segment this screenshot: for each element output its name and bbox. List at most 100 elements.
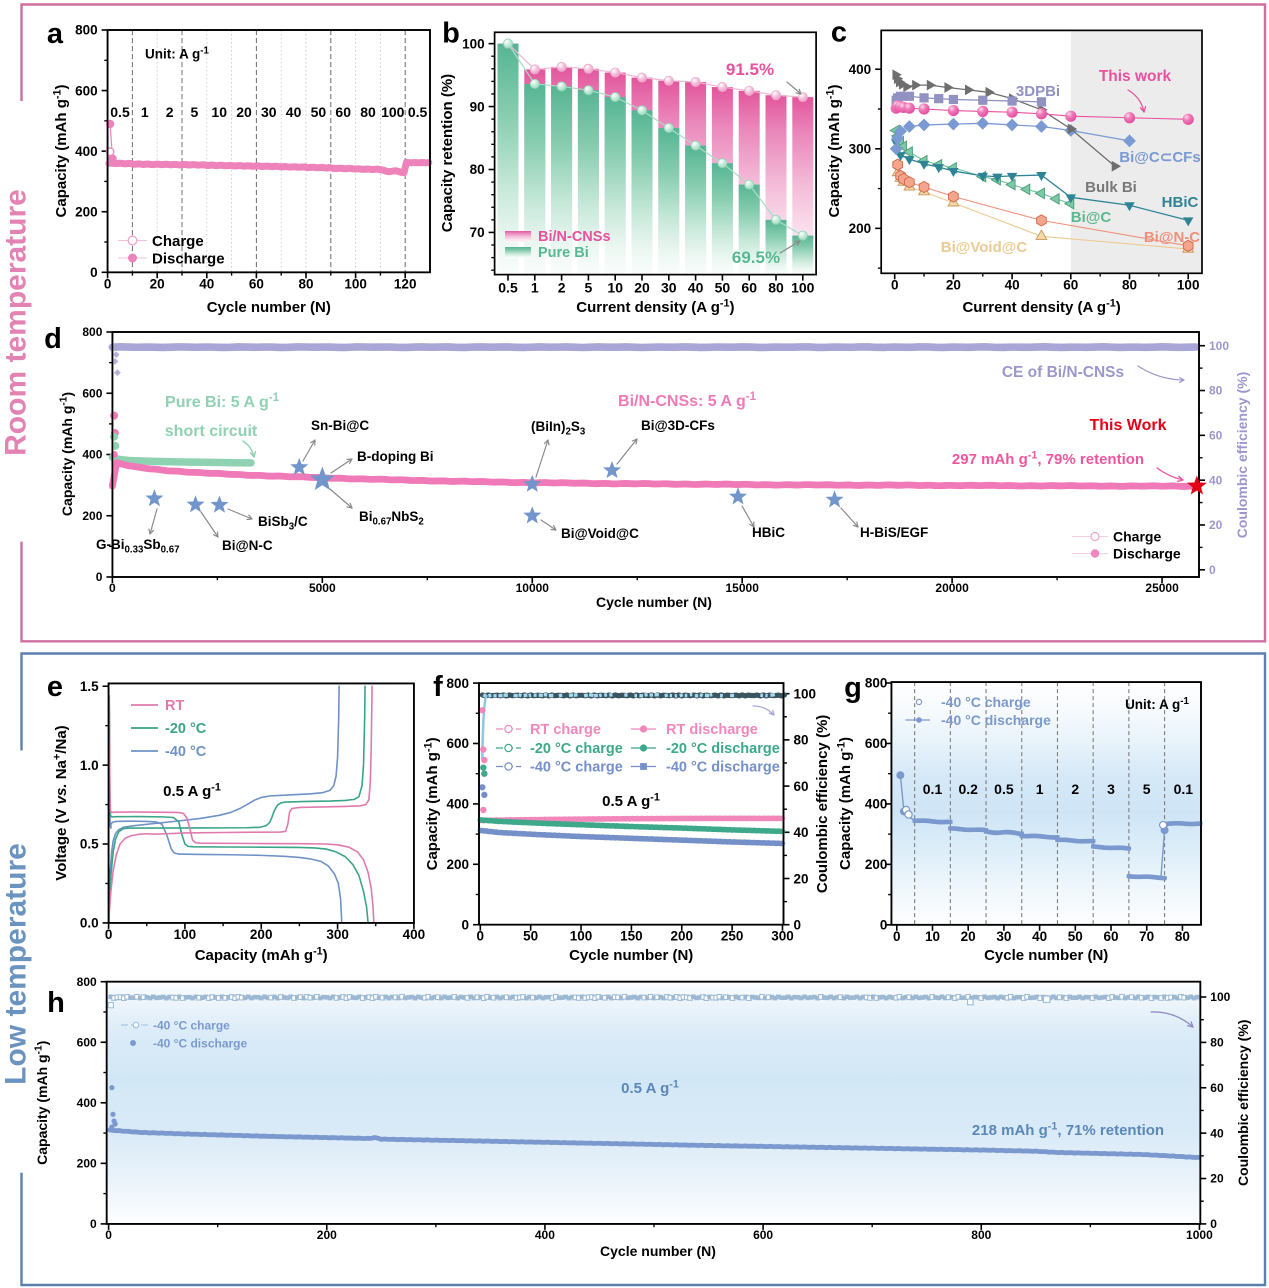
svg-text:50: 50 (1068, 929, 1083, 944)
svg-text:0.5: 0.5 (994, 781, 1014, 797)
svg-text:100: 100 (570, 929, 593, 944)
svg-text:5: 5 (1143, 781, 1151, 797)
svg-text:30: 30 (996, 929, 1011, 944)
svg-text:120: 120 (394, 276, 417, 291)
svg-text:H-BiS/EGF: H-BiS/EGF (860, 525, 928, 540)
svg-text:Bi0.67NbS2: Bi0.67NbS2 (359, 509, 424, 528)
svg-text:200: 200 (849, 221, 872, 236)
svg-text:Bi@C: Bi@C (1071, 209, 1112, 226)
svg-text:2: 2 (166, 104, 174, 120)
svg-text:Current density (A g-1): Current density (A g-1) (576, 297, 734, 316)
svg-text:600: 600 (82, 386, 102, 400)
svg-text:30: 30 (261, 104, 277, 120)
svg-text:Capacity (mAh g-1): Capacity (mAh g-1) (51, 85, 70, 218)
svg-text:0.2: 0.2 (958, 781, 978, 797)
svg-text:Bi@3D-CFs: Bi@3D-CFs (641, 418, 715, 433)
svg-text:50: 50 (523, 929, 538, 944)
svg-text:10: 10 (925, 929, 940, 944)
svg-text:Cycle number (N): Cycle number (N) (207, 299, 331, 316)
svg-text:Unit: A g-1: Unit: A g-1 (1125, 696, 1189, 712)
svg-text:80: 80 (360, 104, 376, 120)
svg-text:200: 200 (250, 927, 273, 942)
svg-text:90: 90 (470, 99, 485, 114)
svg-text:150: 150 (620, 929, 643, 944)
svg-text:Bi@C⊂CFs: Bi@C⊂CFs (1119, 149, 1200, 166)
svg-text:10000: 10000 (516, 581, 550, 595)
svg-text:218 mAh g-1, 71% retention: 218 mAh g-1, 71% retention (972, 1120, 1164, 1139)
svg-text:BiSb3/C: BiSb3/C (258, 514, 308, 533)
svg-text:800: 800 (446, 676, 469, 691)
svg-text:0: 0 (1210, 1217, 1217, 1231)
svg-text:1.5: 1.5 (80, 679, 99, 694)
svg-text:Bi@Void@C: Bi@Void@C (941, 239, 1028, 256)
svg-text:20: 20 (794, 871, 809, 886)
svg-text:Capacity (mAh g-1): Capacity (mAh g-1) (59, 392, 75, 516)
svg-text:200: 200 (77, 1157, 97, 1171)
svg-text:Voltage (V vs. Na+/Na): Voltage (V vs. Na+/Na) (51, 725, 70, 880)
svg-text:40: 40 (794, 825, 809, 840)
svg-text:0: 0 (1209, 563, 1216, 577)
svg-text:This Work: This Work (1089, 417, 1166, 434)
svg-text:Cycle number (N): Cycle number (N) (596, 594, 712, 610)
svg-text:0.1: 0.1 (1174, 781, 1194, 797)
svg-text:600: 600 (75, 83, 98, 98)
svg-text:20000: 20000 (935, 581, 969, 595)
svg-text:0.5 A g-1: 0.5 A g-1 (621, 1078, 679, 1097)
svg-text:Coulombic efficiency (%): Coulombic efficiency (%) (1234, 372, 1250, 538)
svg-text:Current density (A g-1): Current density (A g-1) (962, 297, 1120, 316)
svg-text:200: 200 (671, 929, 694, 944)
svg-text:-40 °C: -40 °C (165, 744, 207, 760)
svg-text:0.5: 0.5 (408, 104, 428, 120)
svg-text:0: 0 (893, 929, 901, 944)
svg-text:Capacity (mAh g-1): Capacity (mAh g-1) (835, 737, 854, 870)
svg-text:0.5 A g-1: 0.5 A g-1 (163, 781, 221, 800)
svg-text:0: 0 (880, 918, 888, 933)
svg-text:60: 60 (249, 276, 264, 291)
svg-text:60: 60 (1063, 277, 1078, 292)
svg-text:800: 800 (865, 676, 888, 691)
svg-text:b: b (442, 18, 460, 50)
svg-text:400: 400 (446, 797, 469, 812)
svg-text:15000: 15000 (726, 581, 760, 595)
svg-text:-20 °C discharge: -20 °C discharge (666, 741, 780, 757)
svg-text:Pure Bi: 5 A g-1: Pure Bi: 5 A g-1 (165, 392, 280, 411)
svg-text:20: 20 (1210, 1172, 1224, 1186)
svg-text:0: 0 (109, 581, 116, 595)
svg-text:Room temperature: Room temperature (0, 189, 33, 456)
svg-text:This work: This work (1099, 68, 1172, 85)
svg-text:f: f (433, 671, 443, 703)
svg-text:50: 50 (311, 104, 327, 120)
svg-text:100: 100 (1210, 990, 1230, 1004)
svg-text:40: 40 (286, 104, 302, 120)
svg-text:400: 400 (849, 62, 872, 77)
svg-text:50: 50 (715, 280, 731, 296)
svg-text:0: 0 (90, 1217, 97, 1231)
svg-text:20: 20 (1209, 518, 1223, 532)
svg-text:800: 800 (82, 325, 102, 339)
svg-text:40: 40 (199, 276, 214, 291)
svg-text:5000: 5000 (309, 581, 336, 595)
svg-text:Bi/N-CNSs: Bi/N-CNSs (538, 229, 611, 245)
svg-text:Charge: Charge (152, 233, 204, 250)
svg-text:0: 0 (105, 1228, 112, 1242)
svg-text:300: 300 (326, 927, 349, 942)
svg-text:-40 °C discharge: -40 °C discharge (666, 760, 780, 776)
svg-text:Cycle number (N): Cycle number (N) (600, 1243, 716, 1259)
svg-text:0: 0 (104, 276, 112, 291)
svg-text:20: 20 (634, 280, 650, 296)
svg-text:5: 5 (191, 104, 199, 120)
svg-text:400: 400 (535, 1228, 555, 1242)
svg-text:0.0: 0.0 (80, 916, 99, 931)
svg-text:-40 °C charge: -40 °C charge (153, 1019, 230, 1033)
svg-text:0.5: 0.5 (80, 837, 99, 852)
svg-text:10: 10 (607, 280, 623, 296)
svg-text:40: 40 (688, 280, 704, 296)
svg-text:80: 80 (794, 733, 809, 748)
svg-text:100: 100 (791, 280, 815, 296)
svg-text:600: 600 (77, 1036, 97, 1050)
svg-text:20: 20 (150, 276, 165, 291)
svg-text:0: 0 (105, 927, 113, 942)
svg-text:Bi@Void@C: Bi@Void@C (561, 526, 639, 541)
svg-text:70: 70 (470, 225, 485, 240)
svg-text:60: 60 (1210, 1081, 1224, 1095)
